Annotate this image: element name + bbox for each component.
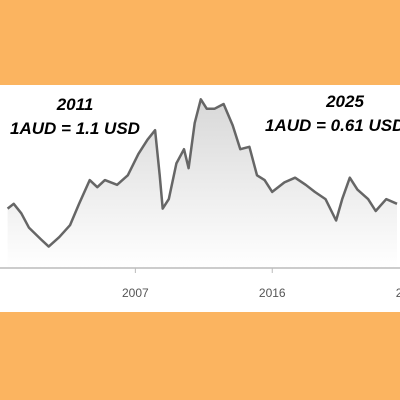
annotation-year: 2011 [56, 95, 94, 114]
x-tick-label: 2025 [396, 286, 400, 300]
annotation-year: 2025 [325, 92, 364, 111]
area-fill [7, 99, 397, 268]
annotation-rate: 1AUD = 1.1 USD [10, 119, 140, 138]
bottom-band [0, 312, 400, 400]
top-band [0, 0, 400, 85]
annotation-rate: 1AUD = 0.61 USD [265, 116, 400, 135]
price-line [6, 98, 398, 248]
x-tick-label: 2007 [122, 286, 149, 300]
x-tick-label: 2016 [259, 286, 286, 300]
